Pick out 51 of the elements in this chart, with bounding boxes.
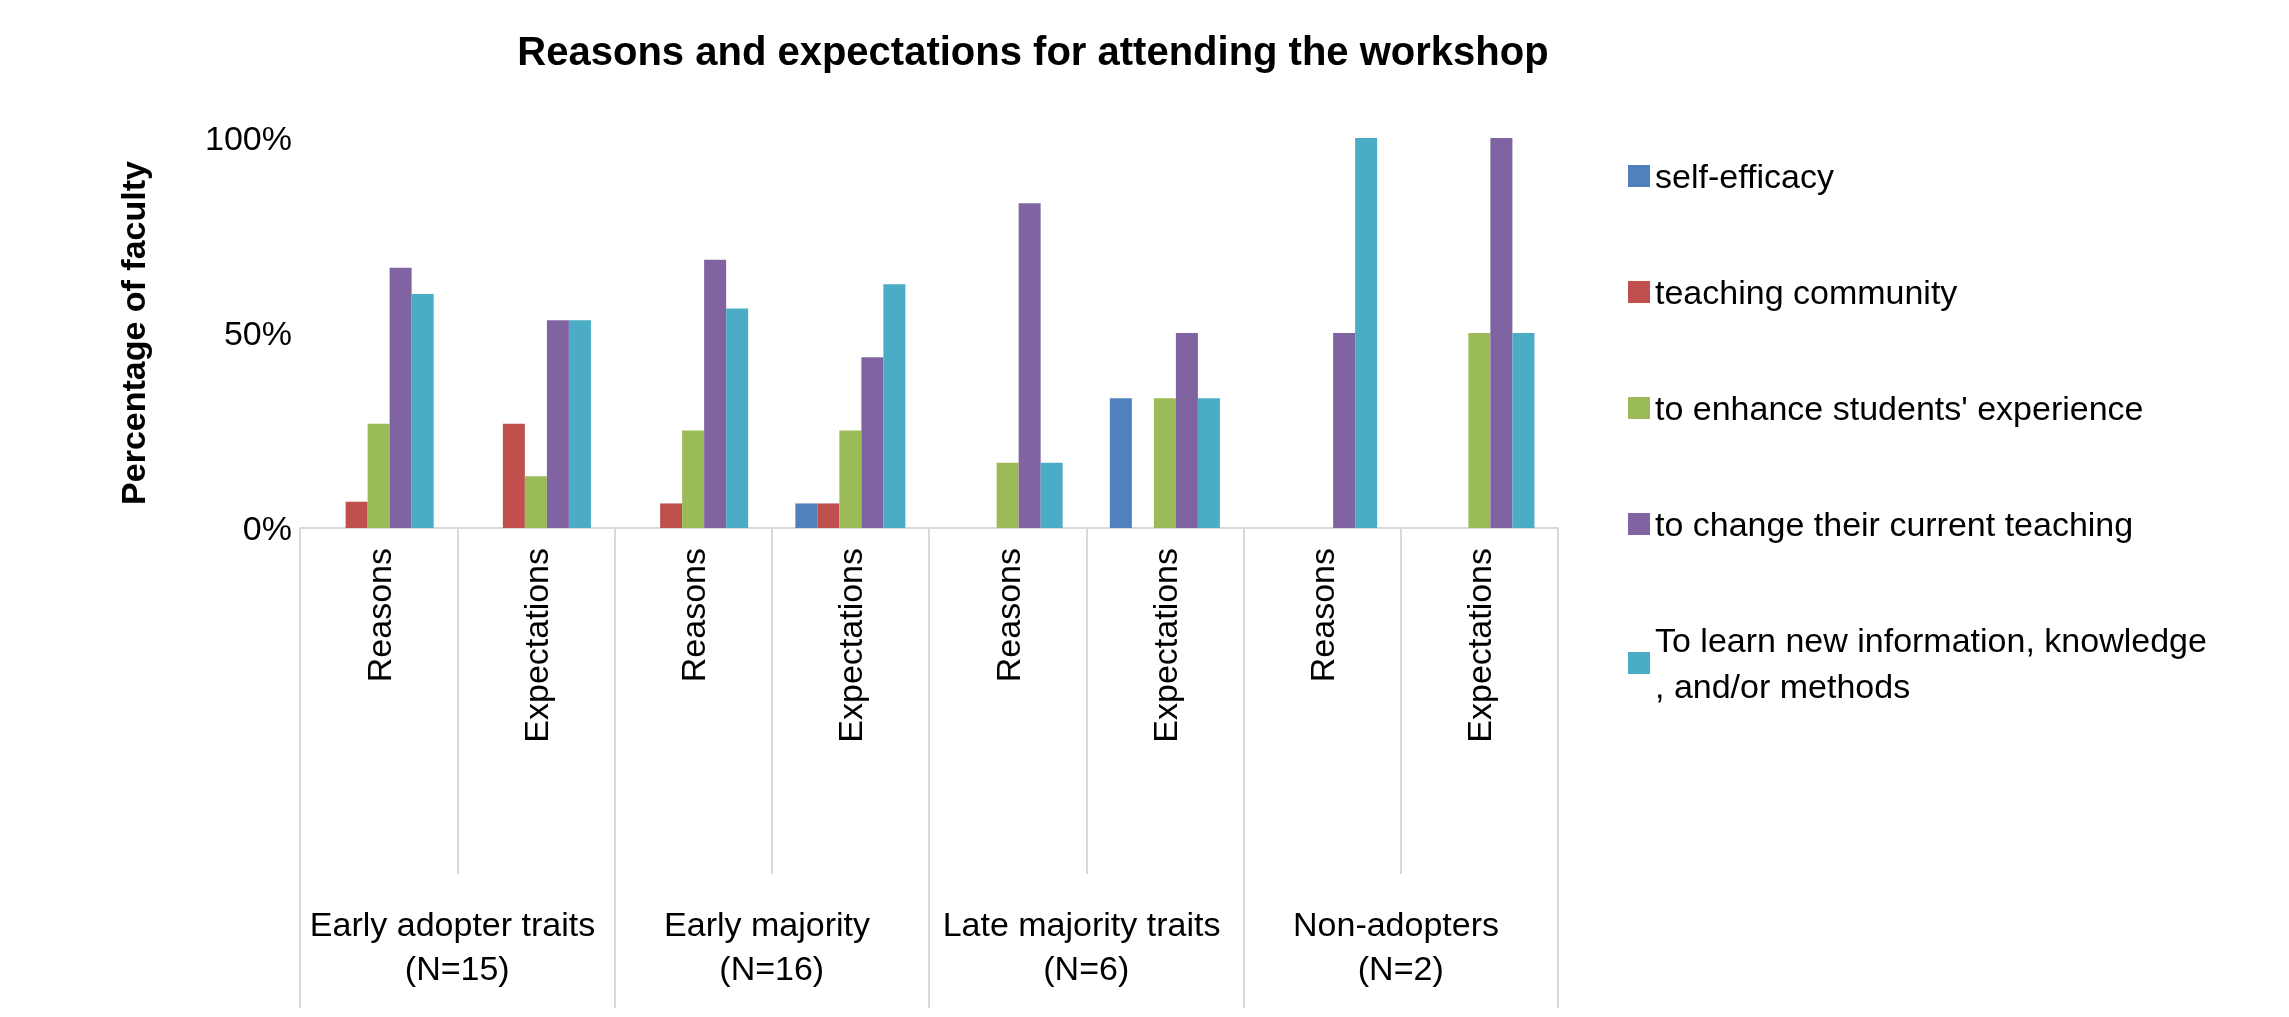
x-tick-label: Reasons: [359, 548, 398, 683]
text: Late majority traits (N=6): [942, 905, 1230, 987]
bar: [883, 284, 906, 528]
x-tick-label: Expectations: [831, 548, 870, 743]
y-tick-label: 100%: [205, 119, 292, 157]
chart-title: Reasons and expectations for attending the workshop: [517, 29, 1549, 73]
bar: [1040, 462, 1063, 528]
bar: [817, 503, 840, 528]
bar: [726, 308, 749, 528]
bar: [1109, 398, 1132, 528]
text: Early majority (N=16): [664, 905, 880, 987]
bar: [795, 503, 818, 528]
bar: [861, 357, 884, 528]
bar: [839, 430, 862, 528]
bar: [389, 267, 412, 528]
bar: [1490, 138, 1513, 528]
bar: [1355, 138, 1378, 528]
bar: [367, 423, 390, 528]
legend-label: To learn new information, knowledge, and/or methods: [1655, 621, 2207, 705]
bar: [1175, 333, 1198, 528]
bar: [682, 430, 705, 528]
bar: [1018, 203, 1041, 528]
text: Non-adopters (N=2): [1293, 905, 1509, 987]
bar: [502, 423, 525, 528]
legend-label: to enhance students' experience: [1655, 389, 2144, 427]
x-tick-label: Expectations: [516, 548, 555, 743]
legend-label: teaching community: [1655, 273, 1958, 311]
y-tick-label: 50%: [223, 314, 292, 352]
bar: [546, 320, 569, 528]
x-tick-label: Expectations: [1145, 548, 1184, 743]
bar: [1333, 333, 1356, 528]
y-tick-label: 0%: [242, 509, 292, 547]
bar: [1512, 333, 1535, 528]
bar: [1197, 398, 1220, 528]
bar: [704, 259, 727, 528]
bar: [996, 462, 1019, 528]
x-tick-label: Reasons: [674, 548, 713, 683]
x-tick-label: Reasons: [1303, 548, 1342, 683]
bar: [1153, 398, 1176, 528]
bar: [411, 294, 434, 528]
y-axis-title: Percentage of faculty: [114, 160, 152, 505]
x-tick-label: Reasons: [988, 548, 1027, 683]
legend-label: self-efficacy: [1655, 157, 1834, 195]
bar: [1468, 333, 1491, 528]
x-tick-label: Expectations: [1460, 548, 1499, 743]
bar: [345, 501, 368, 528]
bar: [524, 476, 547, 528]
legend-label: to change their current teaching: [1655, 505, 2134, 543]
text: Early adopter traits (N=15): [309, 905, 605, 987]
bar: [660, 503, 683, 528]
bar: [568, 320, 591, 528]
